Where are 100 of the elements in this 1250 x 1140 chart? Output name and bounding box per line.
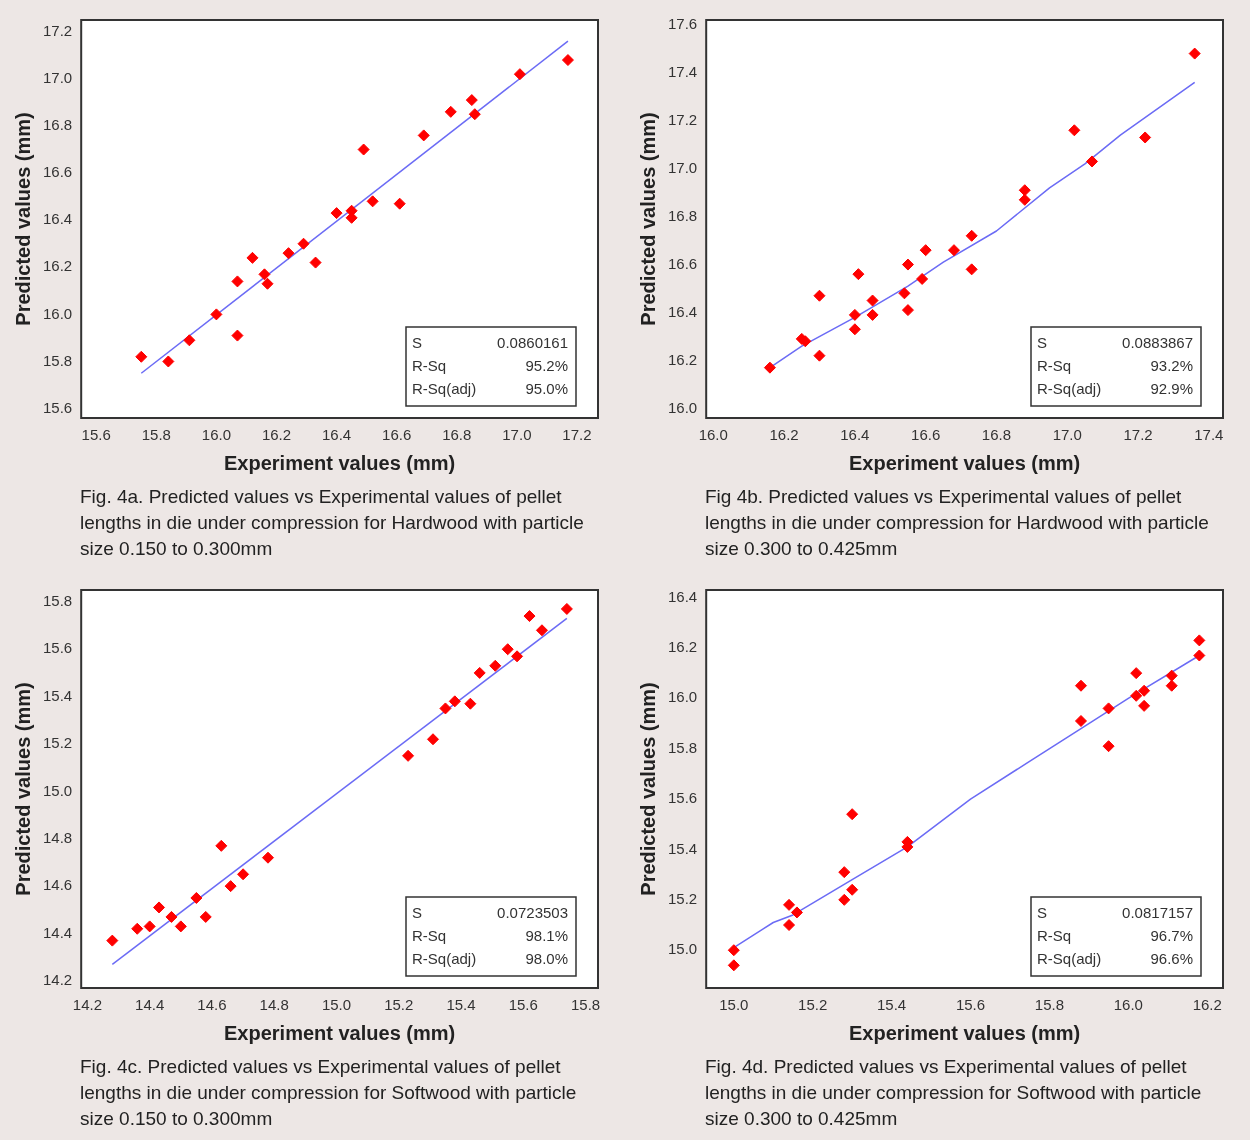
point xyxy=(783,898,796,911)
annotation: R-Sq(adj) xyxy=(1037,379,1102,397)
x-tick-label: 15.6 xyxy=(508,996,538,1014)
point xyxy=(237,868,250,881)
x-tick-label: 15.2 xyxy=(798,996,828,1014)
point xyxy=(402,749,415,762)
annotation: 98.1% xyxy=(525,926,568,944)
text: Fig. 4a. Predicted values vs Experimental values of pellet lengths in die under compression for Hardwood with particle size 0.150 to 0.300mm xyxy=(80,485,585,561)
x-tick-label: 15.0 xyxy=(719,996,749,1014)
point xyxy=(1138,699,1151,712)
x-tick-label: 17.0 xyxy=(1052,426,1082,444)
point xyxy=(357,143,370,156)
point xyxy=(523,610,536,623)
point xyxy=(231,275,244,288)
annotation: 0.0817157 xyxy=(1122,903,1193,921)
x-tick-label: 17.2 xyxy=(562,426,592,444)
y-tick-label: 15.8 xyxy=(42,591,73,609)
point xyxy=(297,237,310,250)
point xyxy=(727,959,740,972)
y-tick-label: 16.6 xyxy=(42,163,73,181)
point xyxy=(199,910,212,923)
annotation: 93.2% xyxy=(1150,356,1193,374)
point xyxy=(852,268,865,281)
x-tick-label: 15.8 xyxy=(570,996,601,1014)
point xyxy=(464,697,477,710)
point xyxy=(790,906,803,919)
point xyxy=(501,643,514,656)
x-tick-label: 16.2 xyxy=(769,426,799,444)
y-tick-label: 17.2 xyxy=(667,110,698,128)
x-tick-label: 17.4 xyxy=(1194,426,1224,444)
x-tick-label: 16.2 xyxy=(261,426,292,444)
y-tick-label: 17.0 xyxy=(667,158,698,176)
x-tick-label: 16.8 xyxy=(981,426,1012,444)
point xyxy=(210,308,223,321)
point xyxy=(1130,689,1143,702)
point xyxy=(106,934,119,947)
point xyxy=(261,277,274,290)
y-tick-label: 16.4 xyxy=(667,587,698,605)
x-axis-title: Experiment values (mm) xyxy=(849,1021,1081,1044)
y-axis-title: Predicted values (mm) xyxy=(636,112,659,326)
x-tick-label: 15.0 xyxy=(321,996,352,1014)
y-tick-label: 15.6 xyxy=(667,789,698,807)
point xyxy=(1018,193,1031,206)
point xyxy=(838,866,851,879)
x-tick-label: 16.4 xyxy=(321,426,352,444)
point xyxy=(153,901,166,914)
y-tick-label: 17.0 xyxy=(42,69,73,87)
annotation: S xyxy=(412,333,423,351)
point xyxy=(309,256,322,269)
point xyxy=(947,244,960,257)
point xyxy=(473,666,486,679)
x-axis-title: Experiment values (mm) xyxy=(849,451,1081,474)
point xyxy=(183,334,196,347)
point xyxy=(1165,669,1178,682)
y-tick-label: 17.2 xyxy=(42,21,73,39)
point xyxy=(919,244,932,257)
y-tick-label: 14.6 xyxy=(42,876,73,894)
point xyxy=(1086,155,1099,168)
y-tick-label: 17.6 xyxy=(667,14,698,32)
y-tick-label: 15.0 xyxy=(42,781,73,799)
point xyxy=(763,361,776,374)
text: Fig. 4c. Predicted values vs Experimental values of pellet lengths in die under compression for Softwood with particle size 0.150 to 0.300mm xyxy=(80,1055,578,1131)
y-tick-label: 16.2 xyxy=(667,350,698,368)
point xyxy=(1074,679,1087,692)
point xyxy=(838,893,851,906)
point xyxy=(513,68,526,81)
annotation: S xyxy=(1037,333,1048,351)
x-tick-label: 15.2 xyxy=(384,996,414,1014)
y-tick-label: 16.8 xyxy=(667,206,698,224)
point xyxy=(1102,740,1115,753)
annotation: 96.6% xyxy=(1150,949,1193,967)
point xyxy=(560,602,573,615)
y-tick-label: 14.2 xyxy=(42,971,73,989)
x-tick-label: 15.8 xyxy=(1034,996,1065,1014)
point xyxy=(1193,634,1206,647)
x-tick-label: 16.6 xyxy=(911,426,941,444)
annotation: 0.0723503 xyxy=(497,903,568,921)
point xyxy=(417,129,430,142)
y-tick-label: 15.4 xyxy=(667,839,698,857)
y-tick-label: 14.8 xyxy=(42,828,73,846)
point xyxy=(1165,679,1178,692)
annotation: R-Sq xyxy=(412,356,447,374)
x-tick-label: 15.8 xyxy=(141,426,171,444)
y-tick-label: 16.0 xyxy=(667,398,698,416)
point xyxy=(846,808,859,821)
point xyxy=(246,251,259,264)
y-tick-label: 16.8 xyxy=(42,116,73,134)
x-tick-label: 16.8 xyxy=(442,426,472,444)
y-tick-label: 16.2 xyxy=(42,257,73,275)
point xyxy=(489,659,502,672)
point xyxy=(866,308,879,321)
annotation: 95.2% xyxy=(525,356,568,374)
x-tick-label: 16.0 xyxy=(1113,996,1143,1014)
point xyxy=(174,920,187,933)
point xyxy=(1193,649,1206,662)
point xyxy=(965,229,978,242)
point xyxy=(1139,131,1152,144)
x-tick-label: 16.0 xyxy=(201,426,232,444)
x-tick-label: 16.0 xyxy=(698,426,728,444)
y-tick-label: 15.0 xyxy=(667,940,698,958)
